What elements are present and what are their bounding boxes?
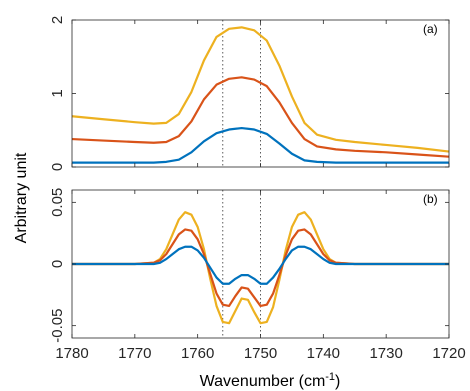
series-line-2	[72, 245, 449, 285]
y-tick-label: -0.05	[49, 309, 66, 343]
series-line-0	[72, 211, 449, 325]
series-line-0	[71, 26, 450, 153]
x-tick-label: 1760	[181, 345, 214, 362]
y-axis-label: Arbitrary unit	[13, 152, 30, 243]
panel-label: (a)	[423, 22, 438, 36]
y-tick-label: 0	[49, 163, 66, 171]
x-tick-label: 1770	[118, 345, 151, 362]
x-tick-label: 1750	[244, 345, 277, 362]
x-axis-label: Wavenumber (cm-1)	[200, 371, 341, 390]
y-tick-label: 0.05	[49, 188, 66, 217]
y-tick-label: 2	[49, 16, 66, 24]
x-tick-label: 1740	[307, 345, 340, 362]
x-tick-label: 1730	[369, 345, 402, 362]
series-line-1	[72, 228, 449, 308]
y-tick-label: 1	[49, 89, 66, 97]
x-tick-label: 1720	[432, 345, 465, 362]
x-tick-label: 1780	[55, 345, 88, 362]
x-axis-label-exponent: -1	[325, 371, 335, 383]
x-axis-label-main: Wavenumber (cm	[200, 373, 326, 390]
panel-label: (b)	[423, 192, 438, 206]
x-axis-label-end: )	[335, 373, 340, 390]
y-tick-label: 0	[49, 260, 66, 268]
panel-a: 0 1 2 (a)	[49, 16, 450, 171]
series-line-2	[72, 126, 449, 164]
panel-b: -0.05 0 0.05 1780 1770 1760 1750 1740 1730 1720 (b…	[49, 188, 466, 362]
series-line-1	[71, 76, 450, 158]
